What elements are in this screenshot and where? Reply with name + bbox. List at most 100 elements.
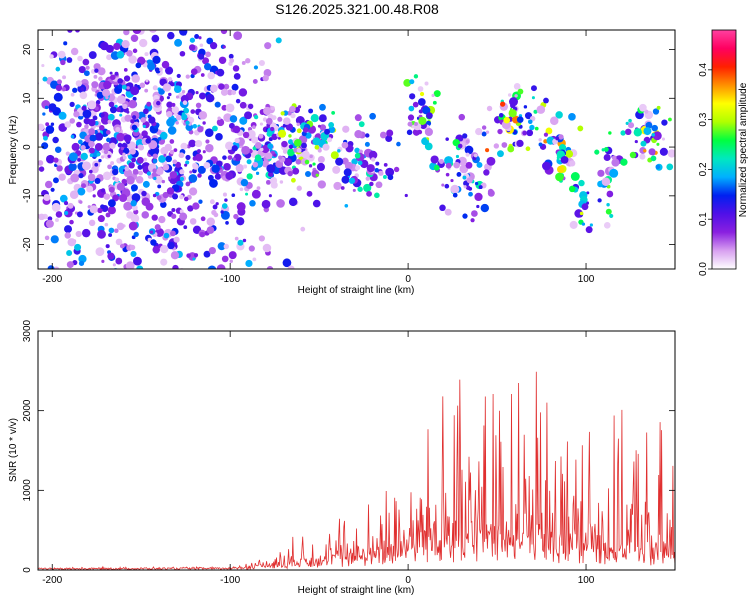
heatmap-cell [493, 143, 500, 149]
heatmap-cell [51, 202, 61, 212]
heatmap-cell [107, 252, 115, 260]
heatmap-cell [468, 186, 473, 191]
heatmap-cell [603, 146, 609, 152]
heatmap-cell [171, 106, 180, 114]
heatmap-cell [153, 176, 157, 181]
heatmap-cell [354, 152, 361, 159]
heatmap-x-ticks: -200 -100 0 100 [42, 30, 595, 285]
heatmap-cell [387, 174, 394, 181]
heatmap-cell [67, 202, 74, 209]
heatmap-cell [190, 109, 196, 114]
heatmap-cell [419, 91, 425, 97]
heatmap-cell [96, 280, 100, 284]
heatmap-cell [198, 110, 208, 120]
heatmap-cell [203, 250, 211, 258]
heatmap-cell [574, 209, 583, 218]
heatmap-cell [464, 145, 474, 155]
heatmap-cell [270, 176, 278, 185]
heatmap-cell [122, 152, 126, 156]
heatmap-cell [625, 128, 632, 136]
heatmap-cell [133, 231, 139, 237]
heatmap-cell [136, 265, 144, 269]
heatmap-cell [225, 141, 234, 151]
heatmap-cell [430, 155, 439, 164]
heatmap-cell [181, 14, 185, 18]
heatmap-cell [319, 124, 327, 131]
heatmap-cell [206, 226, 215, 234]
heatmap-cell [301, 150, 310, 159]
heatmap-cell [173, 236, 180, 243]
heatmap-cell [133, 311, 139, 317]
heatmap-cell [126, 110, 130, 114]
heatmap-cell [173, 85, 182, 94]
heatmap-cell [154, 224, 161, 231]
heatmap-cell [417, 86, 424, 92]
heatmap-cell [80, 87, 85, 92]
heatmap-cell [606, 203, 610, 207]
heatmap-cell [189, 37, 196, 43]
heatmap-cell [555, 172, 564, 182]
heatmap-cell [185, 297, 192, 304]
heatmap-cell [258, 235, 265, 242]
heatmap-cell [12, 39, 18, 45]
heatmap-x-tick-label: -200 [42, 274, 62, 285]
heatmap-cell [92, 301, 97, 306]
heatmap-cell [24, 86, 28, 90]
heatmap-cell [59, 194, 68, 203]
heatmap-cell [220, 210, 224, 214]
heatmap-cell [597, 169, 605, 177]
heatmap-cell [497, 128, 503, 135]
heatmap-cell [193, 253, 199, 258]
heatmap-cell [201, 57, 210, 65]
heatmap-cell [103, 293, 107, 297]
heatmap-cell [305, 132, 312, 139]
heatmap-cell [167, 176, 172, 180]
heatmap-cell [88, 147, 95, 154]
heatmap-cell [123, 169, 133, 178]
heatmap-cell [231, 145, 238, 152]
heatmap-cell [175, 20, 182, 27]
snr-y-tick-label: 0 [22, 567, 33, 573]
heatmap-cell [594, 149, 600, 155]
heatmap-cell [4, 229, 12, 237]
heatmap-cell [252, 161, 259, 168]
heatmap-cell [152, 245, 161, 254]
snr-line [38, 371, 675, 570]
heatmap-cell [93, 74, 98, 79]
snr-x-tick-label: -200 [42, 575, 62, 586]
heatmap-cell [259, 147, 264, 152]
heatmap-cell [105, 212, 111, 218]
heatmap-cell [354, 147, 360, 154]
heatmap-cell [161, 179, 166, 184]
heatmap-cell [66, 261, 74, 269]
heatmap-cell [312, 162, 316, 166]
heatmap-cell [212, 204, 218, 210]
snr-y-tick-label: 2000 [22, 399, 33, 422]
heatmap-cell [43, 193, 51, 202]
heatmap-cell [354, 130, 363, 139]
heatmap-cell [246, 159, 252, 165]
colorbar: 0.0 0.1 0.2 0.3 0.4 Normalized spectral ampl… [698, 29, 749, 276]
heatmap-cell [235, 164, 244, 173]
heatmap-cell [527, 119, 533, 125]
heatmap-cell [143, 157, 148, 162]
heatmap-cell [266, 266, 274, 269]
heatmap-cell [185, 160, 190, 165]
heatmap-cell [233, 213, 239, 220]
heatmap-cell [517, 88, 524, 95]
heatmap-cell [463, 185, 467, 189]
heatmap-y-tick-label: 0 [22, 144, 33, 150]
heatmap-cell [151, 214, 158, 221]
heatmap-cell [462, 213, 468, 219]
heatmap-cell [70, 92, 75, 97]
heatmap-cell [533, 109, 538, 114]
heatmap-cell [38, 213, 45, 221]
heatmap-cell [131, 193, 141, 202]
heatmap-cell [225, 103, 235, 113]
heatmap-cell [645, 121, 653, 129]
heatmap-cell [222, 45, 226, 49]
heatmap-cell [620, 130, 626, 136]
heatmap-cell [41, 63, 45, 68]
heatmap-cell [287, 110, 292, 116]
